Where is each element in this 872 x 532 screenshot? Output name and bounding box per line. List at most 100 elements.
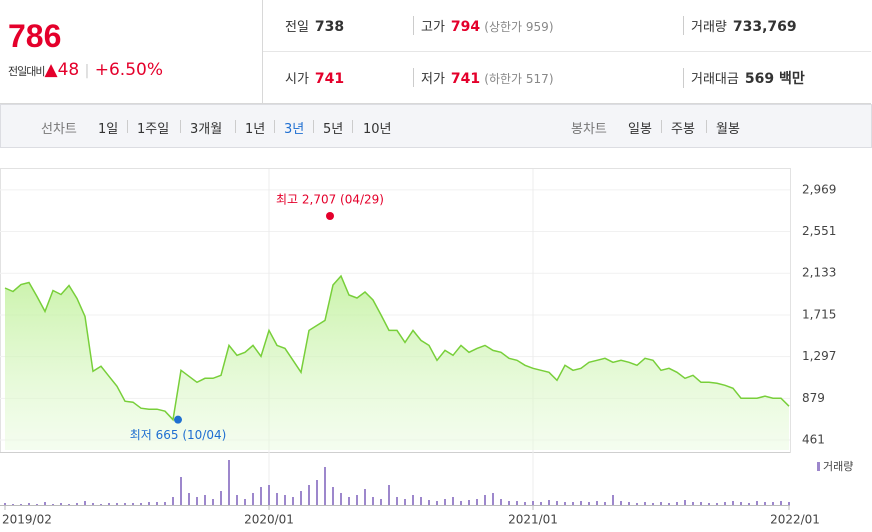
volume-bar (612, 495, 614, 505)
volume-bar (572, 502, 574, 505)
volume-bar (756, 501, 758, 505)
volume-bar (444, 499, 446, 505)
volume-bar (732, 501, 734, 505)
y-tick-label: 2,969 (802, 182, 836, 196)
stat: 거래대금 569 백만 (683, 68, 805, 88)
change-label: 전일대비 (8, 65, 45, 78)
volume-bar (20, 504, 22, 505)
volume-bar (132, 503, 134, 505)
volume-bar (300, 491, 302, 505)
annotation-label: 최고 2,707 (04/29) (276, 192, 384, 206)
volume-bar (780, 501, 782, 505)
change: 전일대비▲48 | +6.50% (8, 60, 163, 80)
volume-bar (156, 502, 158, 505)
volume-bar (36, 504, 38, 505)
stat-value: 741 (314, 71, 345, 87)
volume-bar (692, 502, 694, 505)
volume-bar (276, 493, 278, 505)
volume-bar (292, 497, 294, 505)
x-tick-label: 2020/01 (244, 513, 294, 527)
volume-bar (356, 495, 358, 505)
stat-label: 전일 (285, 20, 309, 35)
tab[interactable]: 월봉 (716, 122, 740, 137)
change-rate: +6.50% (94, 60, 163, 80)
annotation-marker (174, 415, 182, 424)
volume-bar (228, 460, 230, 505)
volume-bar (564, 502, 566, 505)
volume-bar (252, 493, 254, 505)
volume-bar (4, 503, 6, 505)
volume-bar (404, 499, 406, 505)
volume-bar (500, 499, 502, 505)
volume-bar (676, 502, 678, 505)
volume-bar (596, 501, 598, 505)
volume-bar (588, 502, 590, 505)
volume-bar (788, 502, 790, 505)
volume-legend: 거래량 (823, 460, 853, 473)
current-price: 786 (8, 18, 62, 54)
tab[interactable]: 10년 (363, 122, 392, 137)
y-tick-label: 461 (802, 433, 825, 447)
volume-bar (460, 501, 462, 505)
volume-bar (124, 503, 126, 505)
tab[interactable]: 주봉 (671, 122, 695, 137)
price-line (4, 274, 790, 422)
tab[interactable]: 5년 (323, 122, 344, 137)
volume-bar (148, 502, 150, 505)
volume-bar (548, 500, 550, 505)
volume-bar (540, 502, 542, 505)
volume-legend-swatch (817, 462, 820, 471)
tab[interactable]: 1일 (98, 122, 119, 137)
stat-extra: (하한가 517) (484, 72, 554, 86)
tab[interactable]: 일봉 (628, 122, 652, 137)
tab[interactable]: 3개월 (190, 122, 223, 137)
volume-bar (364, 489, 366, 505)
volume-bar (260, 487, 262, 505)
stat: 시가 741 (285, 68, 344, 87)
volume-bar (188, 493, 190, 505)
volume-bar (580, 501, 582, 505)
up-arrow: ▲ (44, 60, 58, 80)
volume-bar (388, 485, 390, 505)
stat-label: 저가 (421, 72, 445, 87)
volume-bar (180, 477, 182, 505)
tab-selected[interactable]: 3년 (284, 122, 305, 137)
volume-bar (316, 480, 318, 505)
volume-bar (468, 500, 470, 505)
volume-bar (660, 502, 662, 505)
volume-bar (716, 503, 718, 505)
divider: | (84, 63, 90, 79)
price-area (5, 276, 789, 450)
stat-value: 738 (314, 19, 345, 35)
volume-bar (236, 495, 238, 505)
volume-bar (492, 493, 494, 505)
volume-bar (348, 497, 350, 505)
stat-label: 거래량 (691, 20, 727, 35)
volume-bar (740, 502, 742, 505)
volume-bar (100, 504, 102, 505)
tab[interactable]: 1년 (245, 122, 266, 137)
volume-bar (516, 501, 518, 505)
volume-bar (436, 501, 438, 505)
volume-bar (164, 502, 166, 505)
volume-bar (652, 503, 654, 505)
volume-bar (412, 495, 414, 505)
volume-bar (684, 500, 686, 505)
volume-bar (372, 497, 374, 505)
volume-bar (636, 503, 638, 505)
volume-bar (452, 497, 454, 505)
volume-bar (196, 497, 198, 505)
tab-group-label: 봉차트 (571, 122, 607, 137)
volume-bar (604, 502, 606, 505)
volume-bar (532, 501, 534, 505)
volume-bar (772, 502, 774, 505)
tab[interactable]: 1주일 (137, 122, 170, 137)
volume-bar (644, 502, 646, 505)
volume-bar (628, 502, 630, 505)
change-amount: 48 (57, 60, 80, 80)
row-divider (263, 51, 871, 52)
y-tick-label: 2,551 (802, 224, 836, 238)
stat: 저가 741 (하한가 517) (413, 68, 554, 87)
stat-value: 569 백만 (744, 71, 805, 87)
